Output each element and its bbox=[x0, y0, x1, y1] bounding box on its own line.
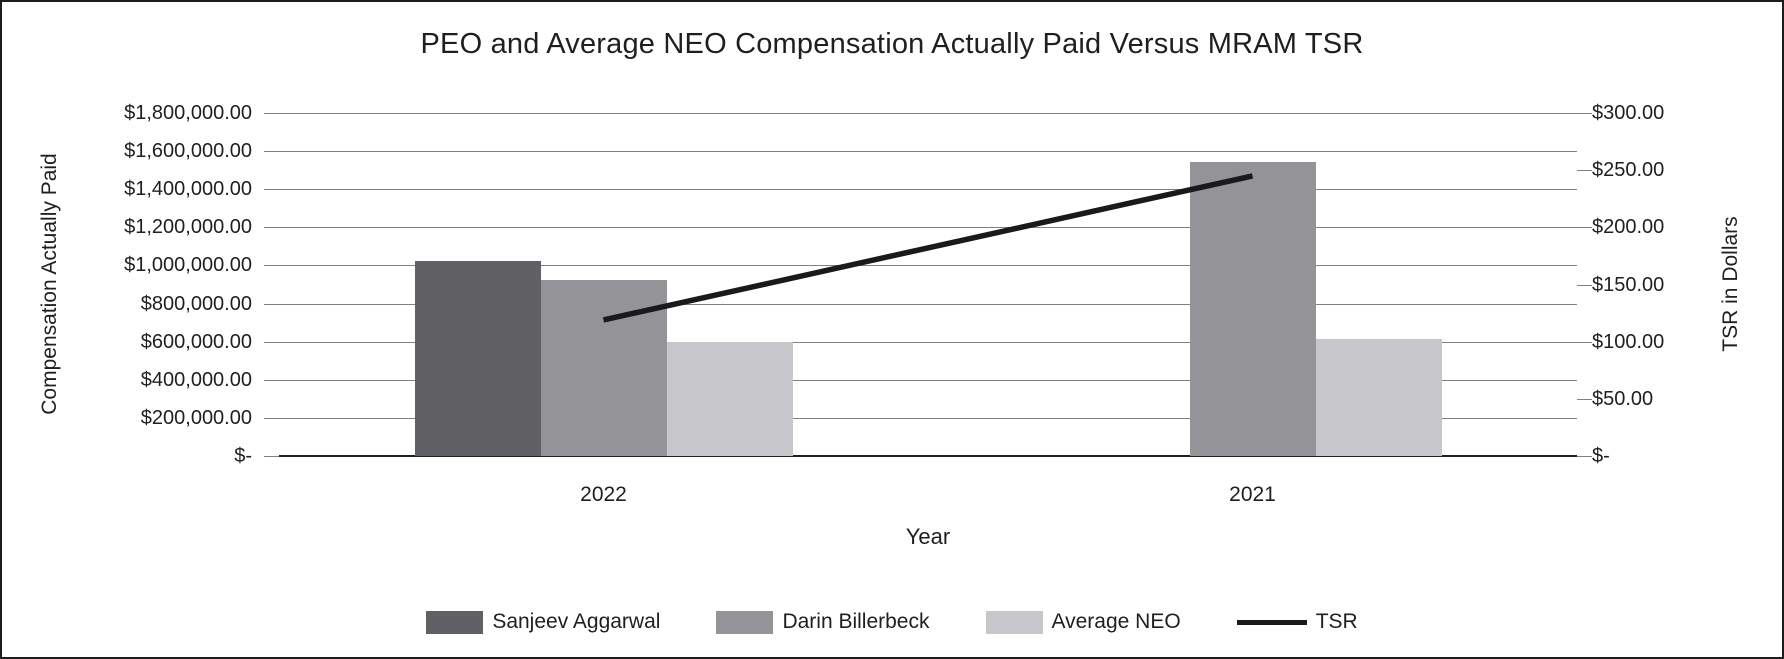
legend-item-tsr: TSR bbox=[1236, 610, 1358, 634]
h-gridline bbox=[279, 341, 1577, 343]
h-gridline bbox=[279, 303, 1577, 305]
left-tick-label: $1,400,000.00 bbox=[124, 178, 252, 201]
left-tick-mark bbox=[264, 417, 279, 419]
left-tick-label: $200,000.00 bbox=[140, 406, 252, 429]
legend-label: Darin Billerbeck bbox=[782, 610, 930, 633]
left-tick-mark bbox=[264, 379, 279, 381]
left-tick-mark bbox=[264, 456, 279, 457]
legend-item-average-neo: Average NEO bbox=[985, 610, 1181, 634]
left-tick-label: $600,000.00 bbox=[140, 330, 252, 353]
left-tick-mark bbox=[264, 189, 279, 191]
x-tick-label-2021: 2021 bbox=[1229, 483, 1276, 506]
right-tick-mark bbox=[1577, 456, 1592, 457]
right-tick-label: $- bbox=[1592, 445, 1610, 467]
right-tick-label: $150.00 bbox=[1592, 273, 1665, 296]
plot-area bbox=[279, 113, 1577, 457]
left-tick-mark bbox=[264, 303, 279, 305]
chart-title: PEO and Average NEO Compensation Actuall… bbox=[420, 28, 1364, 60]
legend-label: TSR bbox=[1315, 610, 1358, 633]
h-gridline bbox=[279, 151, 1577, 153]
h-gridline bbox=[279, 113, 1577, 114]
h-gridline bbox=[279, 379, 1577, 381]
bar-darin-billerbeck-2021 bbox=[1189, 161, 1316, 456]
right-tick-label: $250.00 bbox=[1592, 159, 1665, 182]
x-axis-title: Year bbox=[905, 524, 951, 549]
tsr-line bbox=[602, 173, 1254, 323]
tsr-line-layer bbox=[602, 173, 1254, 323]
legend-item-darin-billerbeck: Darin Billerbeck bbox=[716, 610, 930, 634]
left-tick-mark bbox=[264, 151, 279, 153]
right-tick-label: $300.00 bbox=[1592, 102, 1665, 124]
legend: Sanjeev Aggarwal Darin Billerbeck Average … bbox=[2, 610, 1782, 634]
left-tick-mark bbox=[264, 265, 279, 267]
legend-item-sanjeev-aggarwal: Sanjeev Aggarwal bbox=[426, 610, 660, 634]
right-tick-mark bbox=[1577, 341, 1592, 343]
bar-average-neo-2022 bbox=[666, 341, 793, 456]
right-tick-mark bbox=[1577, 170, 1592, 172]
left-tick-label: $400,000.00 bbox=[140, 368, 252, 391]
legend-color-swatch bbox=[426, 610, 484, 634]
h-gridline bbox=[279, 265, 1577, 267]
right-tick-label: $100.00 bbox=[1592, 330, 1665, 353]
right-tick-label: $50.00 bbox=[1592, 387, 1654, 410]
left-tick-mark bbox=[264, 227, 279, 229]
left-tick-mark bbox=[264, 113, 279, 114]
x-tick-label-2022: 2022 bbox=[580, 483, 627, 506]
legend-label: Average NEO bbox=[1051, 610, 1181, 633]
left-tick-label: $1,800,000.00 bbox=[124, 102, 252, 124]
right-axis-title: TSR in Dollars bbox=[1719, 216, 1742, 352]
right-tick-mark bbox=[1577, 284, 1592, 286]
right-tick-mark bbox=[1577, 398, 1592, 400]
bar-sanjeev-aggarwal-2022 bbox=[414, 260, 541, 456]
bar-average-neo-2021 bbox=[1315, 338, 1442, 456]
x-axis-line bbox=[279, 455, 1577, 457]
h-gridline bbox=[279, 417, 1577, 419]
h-gridline bbox=[279, 189, 1577, 191]
left-tick-mark bbox=[264, 341, 279, 343]
left-tick-label: $1,200,000.00 bbox=[124, 216, 252, 239]
left-tick-label: $800,000.00 bbox=[140, 292, 252, 315]
legend-color-swatch bbox=[716, 610, 774, 634]
right-tick-mark bbox=[1577, 227, 1592, 229]
right-tick-label: $200.00 bbox=[1592, 216, 1665, 239]
right-tick-mark bbox=[1577, 113, 1592, 114]
legend-line-swatch bbox=[1236, 619, 1307, 625]
h-gridline bbox=[279, 227, 1577, 229]
legend-label: Sanjeev Aggarwal bbox=[492, 610, 661, 633]
legend-color-swatch bbox=[985, 610, 1043, 634]
left-tick-label: $- bbox=[234, 445, 252, 467]
left-tick-label: $1,000,000.00 bbox=[124, 254, 252, 277]
left-tick-label: $1,600,000.00 bbox=[124, 140, 252, 163]
